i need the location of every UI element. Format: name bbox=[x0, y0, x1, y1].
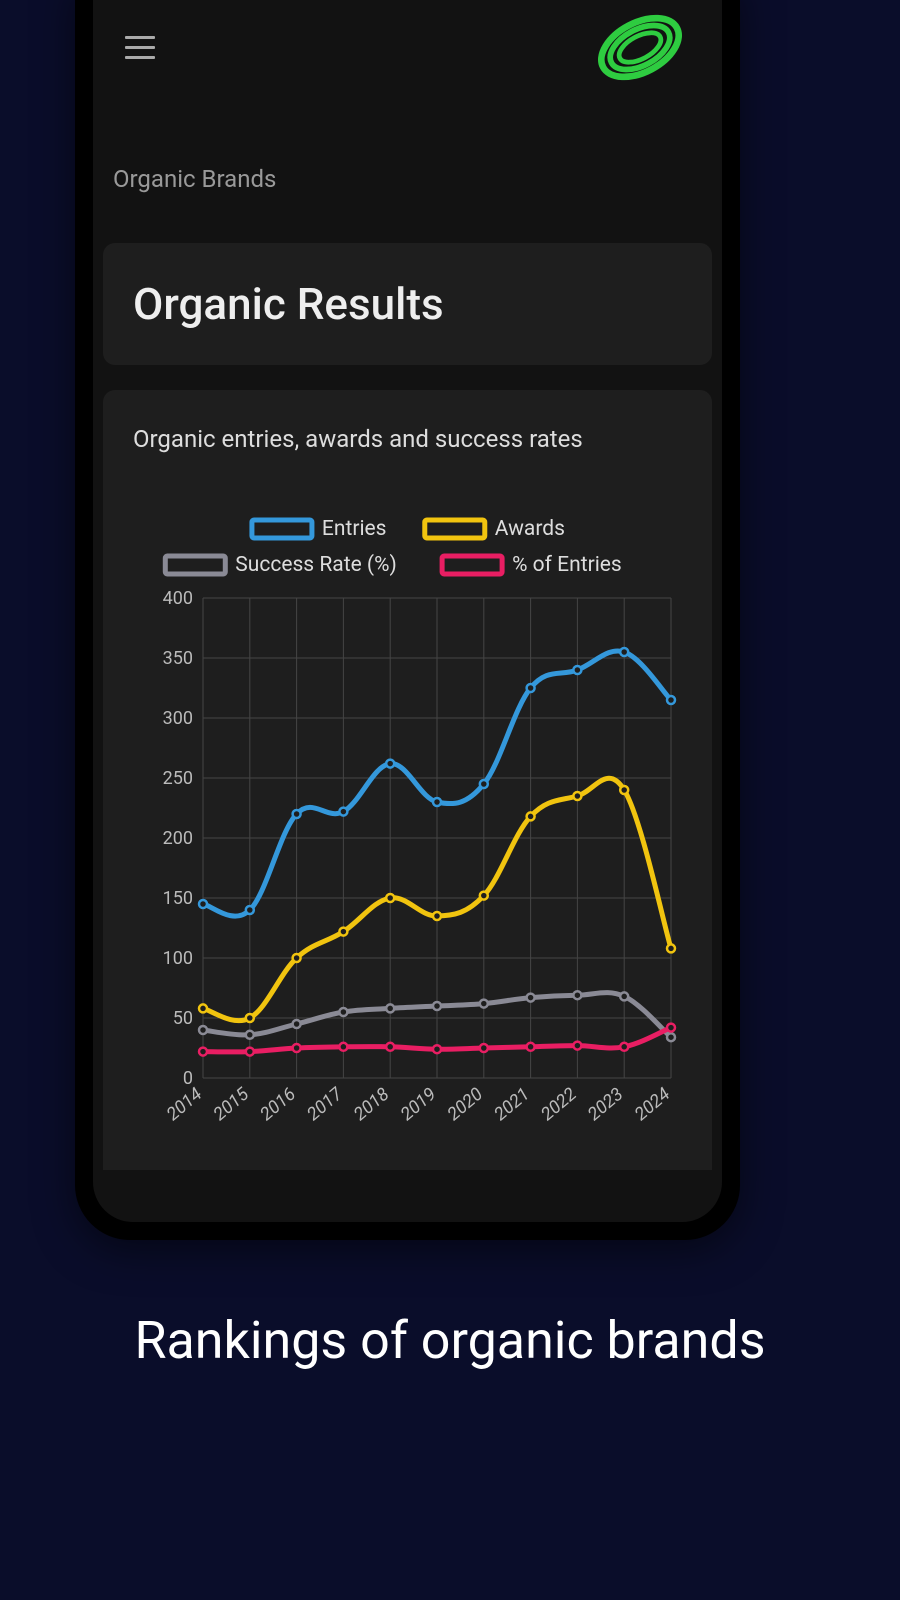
svg-text:Awards: Awards bbox=[495, 517, 565, 541]
svg-text:2024: 2024 bbox=[631, 1084, 675, 1125]
svg-text:2014: 2014 bbox=[163, 1084, 207, 1125]
chart-card: Organic entries, awards and success rate… bbox=[103, 390, 712, 1170]
menu-icon[interactable] bbox=[125, 36, 155, 59]
svg-text:2021: 2021 bbox=[490, 1084, 534, 1125]
line-chart: Entries Awards Success Rate (%) % of Entrie… bbox=[133, 508, 683, 1148]
app-header bbox=[93, 0, 722, 100]
svg-text:2015: 2015 bbox=[209, 1084, 253, 1125]
svg-text:50: 50 bbox=[173, 1008, 193, 1029]
svg-text:400: 400 bbox=[163, 588, 193, 609]
page-title: Organic Results bbox=[133, 278, 682, 330]
phone-screen: Organic Brands Organic Results Organic e… bbox=[93, 0, 722, 1222]
svg-text:2019: 2019 bbox=[397, 1084, 441, 1125]
svg-text:% of Entries: % of Entries bbox=[512, 553, 622, 577]
svg-text:Success Rate (%): Success Rate (%) bbox=[235, 553, 397, 577]
breadcrumb[interactable]: Organic Brands bbox=[93, 100, 722, 243]
svg-text:2016: 2016 bbox=[256, 1084, 300, 1125]
svg-text:350: 350 bbox=[163, 648, 193, 669]
svg-text:100: 100 bbox=[163, 948, 193, 969]
chart-title: Organic entries, awards and success rate… bbox=[133, 425, 682, 453]
title-card: Organic Results bbox=[103, 243, 712, 365]
phone-frame: Organic Brands Organic Results Organic e… bbox=[75, 0, 740, 1240]
svg-text:2018: 2018 bbox=[350, 1084, 394, 1125]
svg-text:2020: 2020 bbox=[443, 1084, 487, 1125]
svg-text:2017: 2017 bbox=[303, 1083, 347, 1125]
svg-text:2022: 2022 bbox=[537, 1084, 581, 1125]
svg-text:2023: 2023 bbox=[584, 1084, 628, 1125]
svg-text:Entries: Entries bbox=[322, 517, 387, 541]
svg-text:200: 200 bbox=[163, 828, 193, 849]
caption: Rankings of organic brands bbox=[0, 1310, 900, 1371]
svg-text:300: 300 bbox=[163, 708, 193, 729]
svg-text:150: 150 bbox=[163, 888, 193, 909]
chart-container: Entries Awards Success Rate (%) % of Entrie… bbox=[133, 508, 682, 1148]
svg-text:250: 250 bbox=[163, 768, 193, 789]
brand-logo bbox=[590, 0, 690, 95]
